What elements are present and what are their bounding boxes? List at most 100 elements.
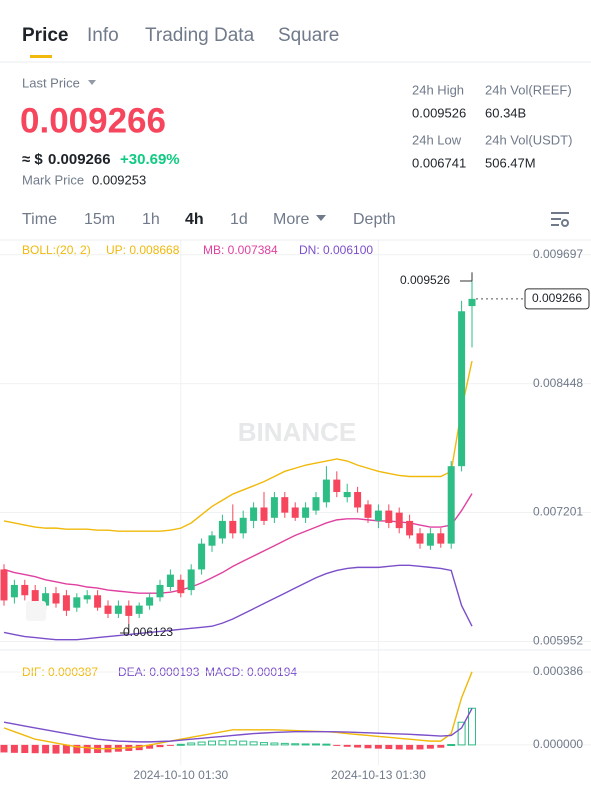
tab[interactable]: Square bbox=[278, 25, 339, 46]
candle-body bbox=[135, 605, 143, 614]
tab[interactable]: Trading Data bbox=[145, 25, 255, 46]
stat-value: 506.47M bbox=[485, 155, 536, 170]
stat-value: 60.34B bbox=[485, 105, 526, 120]
macd-bar bbox=[260, 742, 268, 746]
timeframe[interactable]: More bbox=[273, 211, 310, 228]
macd-bar bbox=[228, 740, 237, 746]
candle-body bbox=[10, 584, 18, 598]
macd-bar bbox=[52, 744, 60, 754]
timeframe[interactable]: 1d bbox=[230, 211, 248, 228]
candle-body bbox=[426, 533, 434, 546]
y-tick-label: 0.000000 bbox=[533, 737, 583, 751]
macd-bar bbox=[187, 742, 196, 746]
current-price-label: 0.009266 bbox=[532, 291, 582, 305]
candle-body bbox=[94, 595, 102, 608]
macd-bar bbox=[197, 741, 206, 746]
candle-body bbox=[458, 311, 466, 467]
boll-label: DN: 0.006100 bbox=[299, 243, 373, 257]
y-tick-label: 0.000386 bbox=[533, 664, 583, 678]
macd-bar bbox=[447, 744, 456, 747]
macd-bar bbox=[395, 744, 403, 750]
macd-bar bbox=[385, 744, 393, 750]
candle-body bbox=[406, 520, 414, 536]
timeframe[interactable]: 1h bbox=[142, 211, 160, 228]
last-price-label[interactable]: Last Price bbox=[22, 75, 80, 90]
timeframe[interactable]: 15m bbox=[84, 211, 115, 228]
timeframe[interactable]: Time bbox=[22, 211, 57, 228]
candle-body bbox=[343, 491, 351, 498]
approx-prefix: ≈ $ bbox=[22, 151, 43, 168]
x-tick-label: 2024-10-13 01:30 bbox=[331, 768, 426, 782]
macd-bar bbox=[426, 744, 434, 749]
timeframe[interactable]: Depth bbox=[353, 211, 396, 228]
macd-bar bbox=[249, 741, 258, 746]
candle-body bbox=[229, 520, 237, 534]
candle-body bbox=[239, 517, 247, 534]
candle-body bbox=[270, 497, 278, 518]
candle-body bbox=[177, 579, 185, 594]
approx-value: 0.009266 bbox=[48, 151, 111, 168]
candle-body bbox=[187, 569, 195, 591]
macd-bar bbox=[156, 744, 164, 748]
macd-bar bbox=[301, 743, 310, 746]
boll-line bbox=[3, 493, 473, 594]
macd-bar bbox=[322, 743, 331, 746]
stat-label: 24h Low bbox=[412, 132, 462, 147]
candle-body bbox=[468, 298, 476, 307]
boll-label: UP: 0.008668 bbox=[106, 243, 180, 257]
candle-body bbox=[374, 510, 382, 521]
candle-body bbox=[21, 584, 29, 596]
tab[interactable]: Info bbox=[87, 25, 119, 46]
candle-body bbox=[291, 507, 299, 518]
macd-bar bbox=[239, 740, 248, 746]
macd-bar bbox=[135, 744, 143, 751]
settings-icon[interactable] bbox=[551, 212, 569, 227]
candle-body bbox=[218, 520, 226, 539]
timeframe[interactable]: 4h bbox=[185, 211, 204, 228]
candle-body bbox=[146, 597, 154, 606]
tab[interactable]: Price bbox=[22, 25, 68, 46]
candle-body bbox=[322, 479, 330, 503]
stat-label: 24h Vol(USDT) bbox=[485, 132, 572, 147]
mark-price-label: Mark Price bbox=[22, 172, 84, 187]
candle-body bbox=[260, 507, 268, 521]
candle-body bbox=[364, 504, 372, 518]
macd-bar bbox=[343, 744, 351, 747]
macd-bar bbox=[333, 744, 341, 746]
macd-bar bbox=[280, 742, 289, 746]
current-price-box bbox=[524, 288, 590, 310]
change: +30.69% bbox=[120, 151, 180, 168]
candle-body bbox=[52, 593, 60, 604]
candle-body bbox=[104, 605, 112, 614]
boll-line bbox=[3, 564, 473, 641]
dropdown-icon bbox=[88, 80, 96, 85]
candle-body bbox=[73, 597, 81, 608]
stat-label: 24h Vol(REEF) bbox=[485, 82, 572, 97]
stat-value: 0.006741 bbox=[412, 155, 466, 170]
candle-body bbox=[302, 507, 310, 518]
stat-value: 0.009526 bbox=[412, 105, 466, 120]
y-tick-label: 0.007201 bbox=[533, 505, 583, 519]
macd-bar bbox=[364, 744, 372, 749]
y-tick-label: 0.008448 bbox=[533, 376, 583, 390]
candle-body bbox=[198, 543, 206, 570]
candle-body bbox=[312, 497, 320, 511]
candle-body bbox=[208, 535, 216, 546]
macd-bar bbox=[437, 744, 445, 748]
macd-bar bbox=[62, 744, 70, 754]
candle-body bbox=[385, 510, 393, 523]
y-tick-label: 0.009697 bbox=[533, 247, 583, 261]
candle-body bbox=[62, 595, 70, 611]
tab-underline bbox=[30, 55, 52, 58]
macd-bar bbox=[354, 744, 362, 748]
candle-body bbox=[31, 590, 39, 608]
macd-bar bbox=[218, 740, 227, 746]
macd-bar bbox=[312, 743, 320, 746]
candle-body bbox=[354, 491, 362, 508]
candle-body bbox=[437, 533, 445, 544]
macd-bar bbox=[468, 707, 476, 746]
candle-body bbox=[333, 479, 341, 492]
mark-price: 0.009253 bbox=[92, 172, 146, 187]
candle-body bbox=[125, 605, 133, 616]
